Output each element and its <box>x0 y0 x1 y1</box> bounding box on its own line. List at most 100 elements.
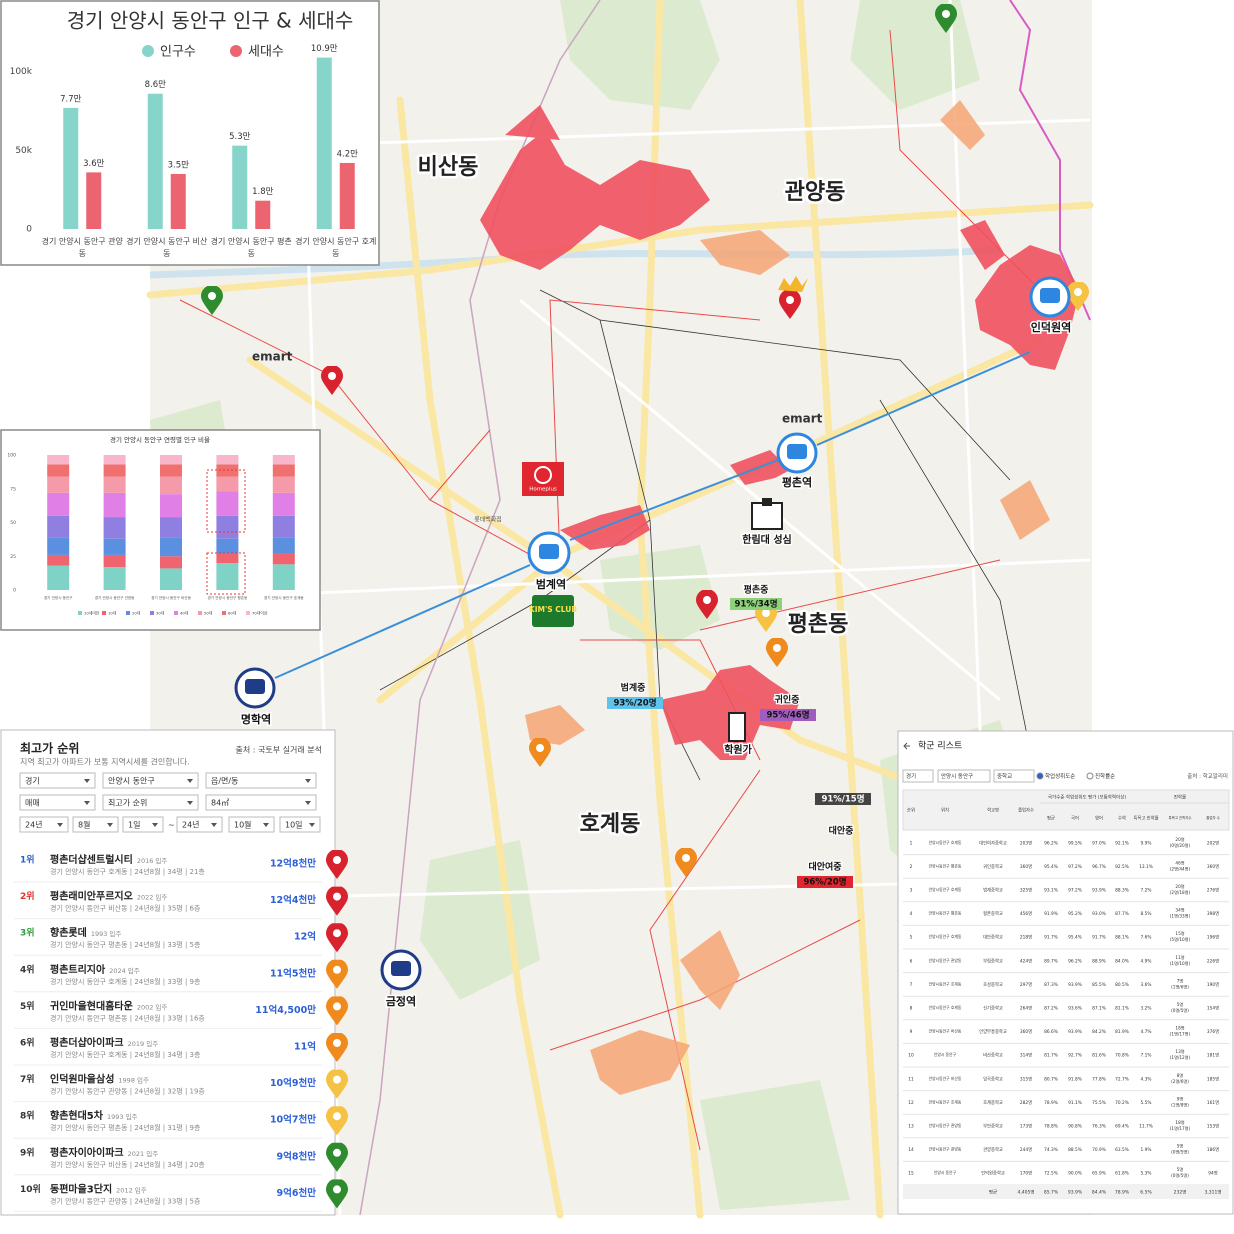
ranking-subtitle: 지역 최고가 아파트가 보통 지역시세를 견인합니다. <box>20 757 190 767</box>
table-cell: 7 <box>910 982 913 988</box>
table-cell: 10 <box>908 1053 914 1059</box>
apt-price: 11억 <box>294 1041 316 1053</box>
dropdown[interactable] <box>102 772 199 789</box>
y-tick-label: 50k <box>15 146 32 156</box>
rank: 5위 <box>20 1000 35 1012</box>
table-cell: 75.5% <box>1092 1100 1106 1106</box>
apt-year: 2002 입주 <box>137 1003 168 1011</box>
x-tick-label: 경기 안양시 동안구 관양동 <box>41 237 123 258</box>
dropdown[interactable] <box>937 769 991 783</box>
table-cell: 4 <box>910 911 913 917</box>
table-cell: 97.2% <box>1068 864 1082 870</box>
table-cell: 87.7% <box>1115 911 1129 917</box>
x-tick-label-box: 경기 안양시 동안구 평촌동 <box>211 237 292 258</box>
table-cell: 96.7% <box>1092 864 1106 870</box>
district-label: 호계동 <box>580 812 641 837</box>
table-cell: 5 <box>910 935 913 941</box>
dropdown-label: 경기 <box>906 772 916 780</box>
table-cell: 61.8% <box>1115 1171 1129 1177</box>
subway-line <box>274 351 1031 679</box>
table-cell: 8.5% <box>1141 911 1152 917</box>
table-cell: 276명 <box>1207 887 1219 894</box>
header-group: 국가수준 학업성취도 평가 (보통학력이상) <box>1048 794 1126 801</box>
dropdown[interactable] <box>902 769 934 783</box>
dropdown[interactable] <box>176 816 223 833</box>
table-cell: 80.5% <box>1115 982 1129 988</box>
table-cell: 18명 <box>1175 1025 1184 1031</box>
average-cell: 93.9% <box>1068 1190 1083 1196</box>
apt-price: 12억8천만 <box>270 858 316 870</box>
table-cell: 76.3% <box>1092 1124 1106 1130</box>
y-tick-label: 100 <box>7 453 16 459</box>
legend-label: 50대 <box>204 611 213 616</box>
data-label: 4.2만 <box>337 149 359 159</box>
dropdown[interactable] <box>122 816 164 833</box>
table-cell: 95.4% <box>1044 864 1058 870</box>
table-cell: 18명 <box>1175 1119 1184 1125</box>
table-cell: 46명 <box>1175 859 1184 865</box>
school-stat-box <box>797 876 853 888</box>
radio[interactable] <box>1036 772 1044 780</box>
table-cell: 7.2% <box>1141 888 1152 894</box>
bar-segment <box>160 537 182 557</box>
table-cell: 84.0% <box>1115 958 1129 964</box>
table-cell: (5명/10명) <box>1170 936 1191 942</box>
table-cell: 87.2% <box>1044 1006 1058 1012</box>
average-cell: 84.4% <box>1092 1190 1107 1196</box>
table-cell: 3.2% <box>1141 1006 1152 1012</box>
apt-detail: 경기 안양시 동안구 관양동 | 24년8월 | 33평 | 5층 <box>50 1196 201 1205</box>
table-cell: 안양시동안구 관양동 <box>929 958 962 963</box>
table-cell: 81.9% <box>1115 1029 1129 1035</box>
table-cell: 신기중학교 <box>983 1005 1003 1012</box>
dropdown[interactable] <box>205 794 317 811</box>
table-cell: 456명 <box>1020 910 1032 917</box>
table-cell: 5명 <box>1177 1143 1184 1149</box>
dropdown[interactable] <box>993 769 1035 783</box>
table-cell: 99.5% <box>1068 840 1082 846</box>
radio[interactable] <box>1086 772 1094 780</box>
bar-segment <box>272 537 295 554</box>
table-cell: 74.3% <box>1044 1147 1058 1153</box>
dropdown[interactable] <box>72 816 119 833</box>
apt-price: 12억4천만 <box>270 894 316 906</box>
dropdown[interactable] <box>228 816 275 833</box>
dropdown-label: 안양시 동안구 <box>941 772 973 780</box>
district-label: 비산동 <box>418 155 479 180</box>
table-cell: (1명/8명) <box>1171 1101 1189 1107</box>
rank: 1위 <box>20 854 35 866</box>
dropdown[interactable] <box>279 816 321 833</box>
school-name: 범계중 <box>621 682 646 694</box>
table-cell: 398명 <box>1207 910 1219 917</box>
table-cell: 1.9% <box>1141 1147 1152 1153</box>
bar-segment <box>160 494 182 518</box>
back-icon[interactable] <box>903 742 910 750</box>
dropdown-arrow <box>84 779 90 783</box>
legend-label: 70대이상 <box>252 611 268 616</box>
bar-segment <box>47 476 70 493</box>
school-name: 대안중 <box>829 825 854 837</box>
dropdown-arrow <box>309 823 315 827</box>
legend-swatch <box>198 611 202 615</box>
table-cell: (0명/5명) <box>1171 1172 1189 1178</box>
dropdown-arrow <box>187 779 193 783</box>
dropdown[interactable] <box>19 794 96 811</box>
dropdown[interactable] <box>102 794 199 811</box>
table-cell: 81.6% <box>1092 1053 1106 1059</box>
radio-label: 학업성취도순 <box>1045 772 1075 780</box>
table-cell: 185명 <box>1207 1075 1219 1082</box>
table-cell: 안양시동안구 호계동 <box>929 981 962 986</box>
school-stat: 96%/20명 <box>803 877 846 888</box>
table-cell: 안양시 동안구 <box>934 1052 957 1057</box>
dropdown[interactable] <box>205 772 317 789</box>
dropdown[interactable] <box>19 816 69 833</box>
x-tick-label-box: 경기 안양시 동안구 비산동 <box>126 237 207 258</box>
dropdown[interactable] <box>19 772 96 789</box>
bar-segment <box>160 464 182 477</box>
table-cell: 92.7% <box>1068 1053 1082 1059</box>
dropdown-label: 24년 <box>25 820 43 830</box>
table-cell: 9 <box>910 1029 913 1035</box>
table-cell: 9명 <box>1177 1095 1184 1101</box>
table-cell: 161명 <box>1207 1099 1219 1106</box>
table-cell: (1명/6명) <box>1171 983 1189 989</box>
table-cell: 84.2% <box>1092 1029 1106 1035</box>
